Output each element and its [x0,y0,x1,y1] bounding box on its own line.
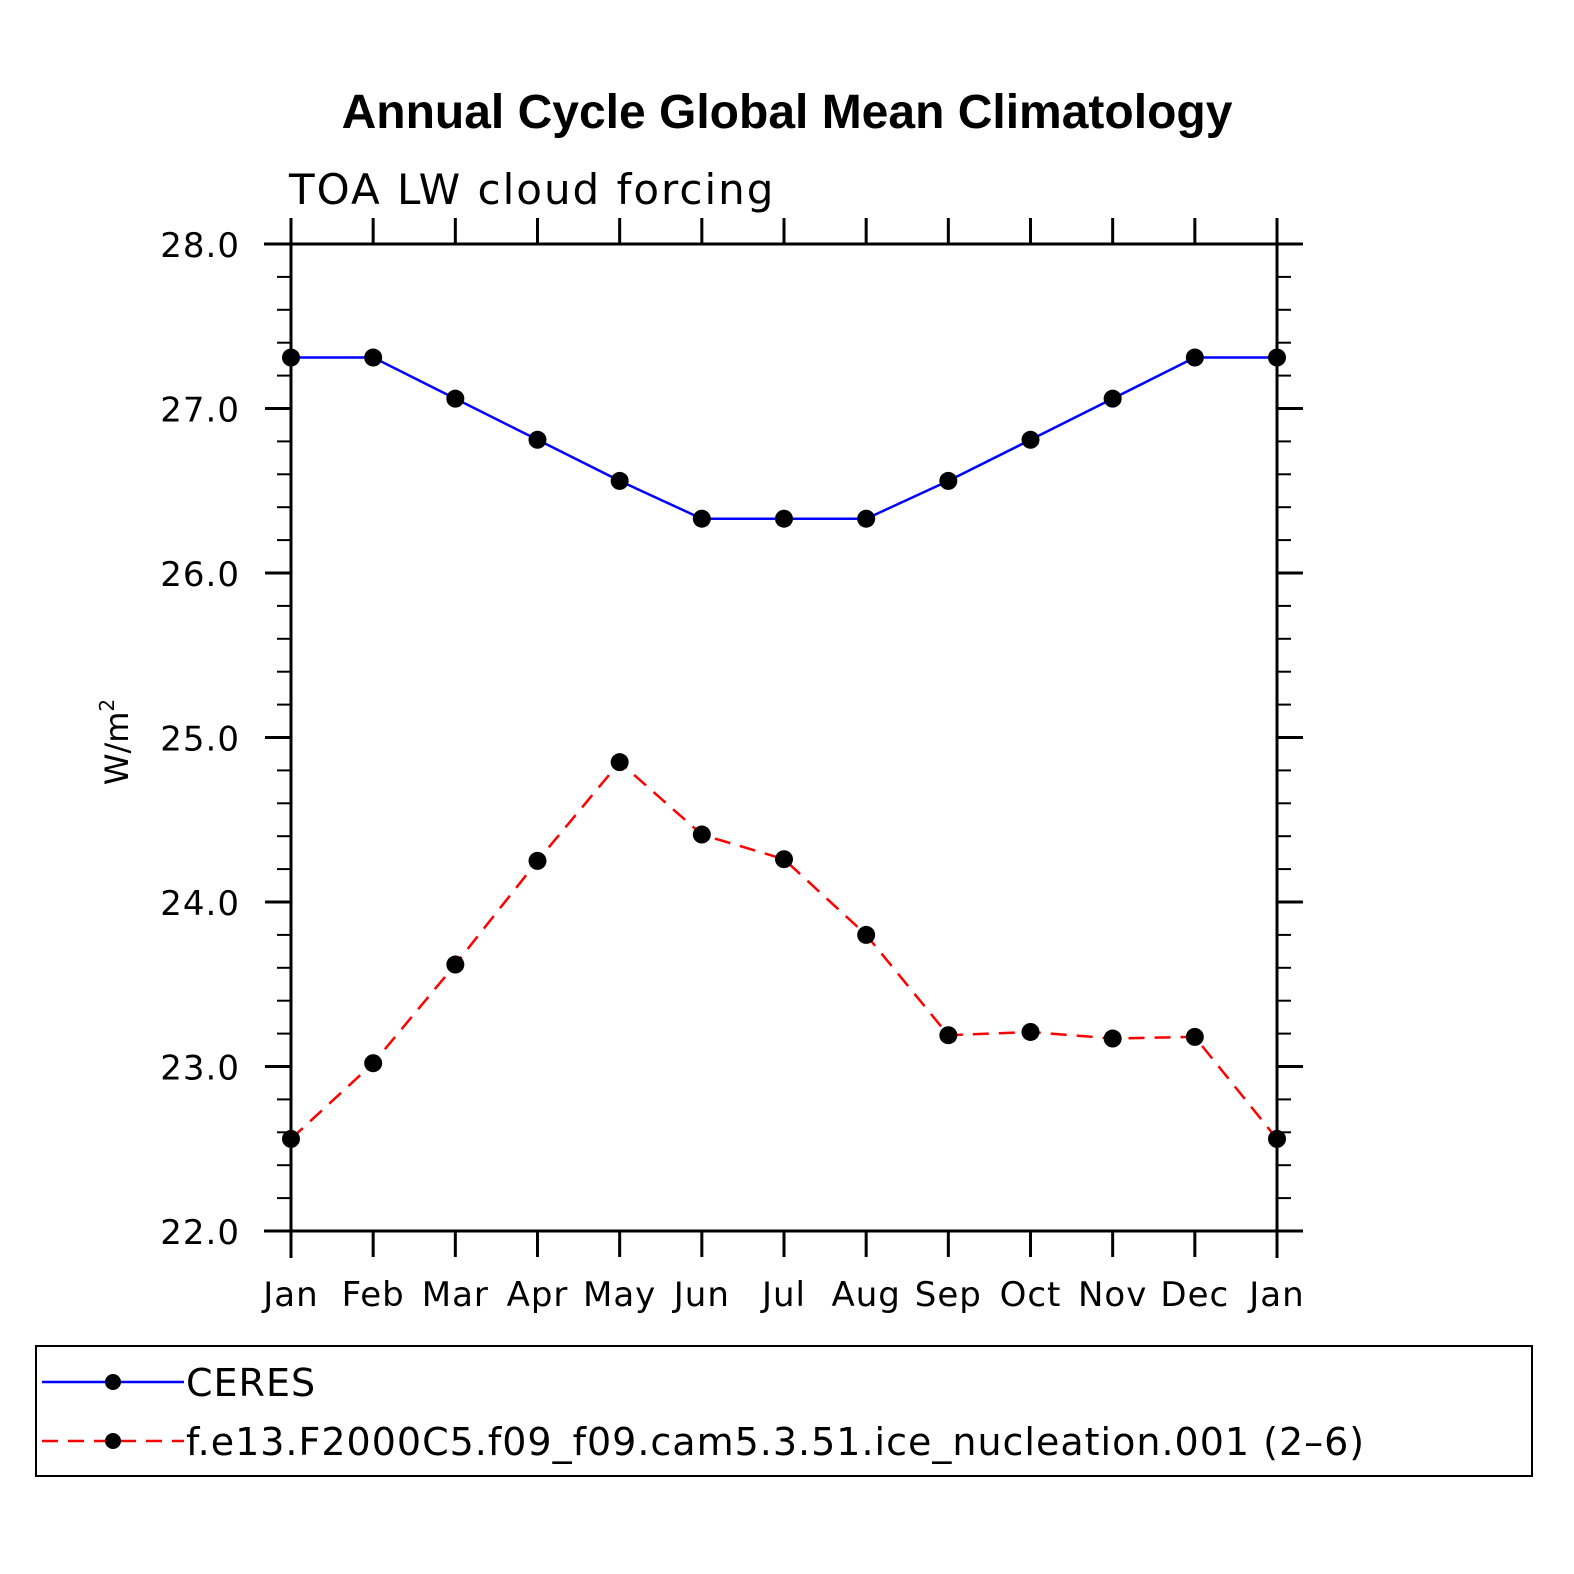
series-0-point [1021,430,1040,449]
series-0-point [446,389,465,408]
y-tick-labels: 22.0 23.0 24.0 25.0 26.0 27.0 28.0 [160,226,240,1253]
y-tick-label: 22.0 [160,1213,240,1253]
legend-label-model: f.e13.F2000C5.f09_f09.cam5.3.51.ice_nucl… [186,1420,1365,1464]
series-0-point [692,509,711,528]
legend-label-ceres: CERES [186,1361,316,1405]
chart-title: Annual Cycle Global Mean Climatology [342,86,1233,139]
series-1-point [857,925,876,944]
series-0-point [364,348,383,367]
legend-frame [35,1345,1533,1477]
x-tick-label: May [583,1275,656,1315]
series-1-point [1268,1129,1286,1148]
y-axis-label-superscript: 2 [95,699,119,712]
series-1-point [1185,1027,1204,1046]
series-1-point [282,1129,300,1148]
series-0-point [1185,348,1204,367]
series-1-point [1103,1029,1122,1048]
series-points [282,348,1286,1148]
x-tick-label: Mar [422,1275,489,1315]
legend: CERES f.e13.F2000C5.f09_f09.cam5.3.51.ic… [35,1345,1533,1477]
series-1-point [446,955,465,974]
series-0-point [528,430,547,449]
x-tick-label: Nov [1078,1275,1147,1315]
y-tick-label: 24.0 [160,884,240,924]
x-tick-label: Sep [915,1275,982,1315]
series-1-point [1021,1022,1040,1041]
y-axis-label-base: W/m [98,712,136,786]
series-1-point [528,851,547,870]
legend-marker-model [105,1433,121,1449]
x-tick-label: Apr [507,1275,569,1315]
x-tick-label: Feb [342,1275,405,1315]
series-0-point [1268,348,1286,367]
series-1-point [610,753,629,772]
x-tick-label: Aug [831,1275,900,1315]
legend-marker-ceres [105,1374,121,1390]
x-tick-label: Jan [1247,1275,1304,1315]
axes [264,218,1303,1258]
series-line-1 [290,760,1278,1140]
series-1-point [692,825,711,844]
y-tick-label: 26.0 [160,555,240,595]
series-1-point [939,1026,958,1045]
series-lines [290,356,1278,1140]
x-tick-label: Oct [1000,1275,1062,1315]
y-tick-label: 25.0 [160,720,240,760]
y-tick-label: 27.0 [160,391,240,431]
series-1-point [775,850,793,869]
chart-subtitle: TOA LW cloud forcing [288,165,775,214]
y-tick-label: 23.0 [160,1049,240,1089]
x-tick-label: Jun [672,1275,730,1315]
series-0-point [939,471,958,490]
y-tick-label: 28.0 [160,226,240,266]
series-line-0 [291,356,1277,520]
series-0-point [857,509,876,528]
x-tick-label: Jul [760,1275,806,1315]
series-0-point [1103,389,1122,408]
series-1-point [364,1054,383,1073]
series-0-point [610,471,629,490]
series-0-point [775,509,793,528]
x-tick-label: Jan [261,1275,318,1315]
x-tick-label: Dec [1160,1275,1229,1315]
series-0-point [282,348,300,367]
x-tick-labels: Jan Feb Mar Apr May Jun Jul Aug Sep Oct Nov Dec Jan [261,1275,1304,1315]
y-axis-label: W/m2 [95,699,136,785]
